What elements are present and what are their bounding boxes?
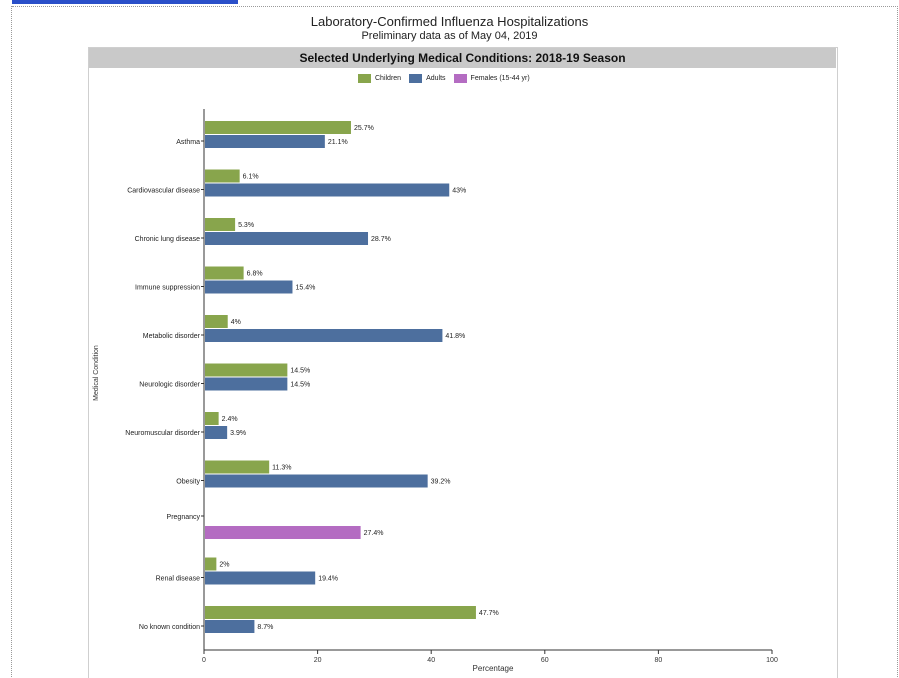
chart-banner: Selected Underlying Medical Conditions: …: [89, 48, 836, 68]
bar-children: [205, 460, 270, 474]
top-link-underline[interactable]: [12, 0, 238, 4]
data-label: 41.8%: [445, 333, 465, 340]
bar-adults: [205, 329, 443, 342]
bar-children: [205, 363, 288, 377]
data-label: 25.7%: [354, 125, 374, 132]
legend-label-females: Females (15-44 yr): [470, 75, 530, 82]
data-label: 11.3%: [272, 465, 291, 472]
bar-adults: [205, 232, 369, 245]
bar-children: [205, 266, 244, 280]
category-label: Pregnancy: [167, 514, 201, 521]
category-label: Renal disease: [156, 576, 200, 583]
x-tick-label: 80: [655, 657, 663, 664]
y-axis-title: Medical Condition: [93, 345, 100, 401]
chart-legend: Children Adults Females (15-44 yr): [358, 74, 538, 83]
frame-border-top: [12, 6, 898, 8]
data-label: 43%: [452, 188, 466, 195]
data-label: 27.4%: [364, 530, 384, 537]
data-label: 6.1%: [243, 174, 259, 181]
data-label: 8.7%: [257, 624, 273, 631]
bar-adults: [205, 426, 228, 439]
category-label: Asthma: [176, 139, 200, 146]
x-tick-label: 20: [314, 657, 322, 664]
data-label: 2.4%: [222, 416, 238, 423]
category-label: Neurologic disorder: [139, 382, 200, 389]
x-tick-label: 60: [541, 657, 549, 664]
category-label: Cardiovascular disease: [127, 188, 200, 195]
legend-label-adults: Adults: [426, 75, 446, 82]
data-label: 3.9%: [230, 430, 246, 437]
category-label: Immune suppression: [135, 285, 200, 292]
data-label: 6.8%: [247, 271, 263, 278]
bar-children: [205, 606, 476, 619]
category-label: Metabolic disorder: [143, 333, 201, 340]
bar-adults: [205, 620, 255, 633]
chart-subtitle: Preliminary data as of May 04, 2019: [361, 30, 538, 42]
bar-children: [205, 557, 217, 571]
bar-children: [205, 169, 240, 183]
bar-adults: [205, 474, 428, 488]
category-label: Obesity: [176, 479, 200, 486]
bar-children: [205, 218, 236, 231]
bar-adults: [205, 280, 293, 294]
x-tick-label: 100: [766, 657, 778, 664]
data-label: 15.4%: [295, 285, 315, 292]
category-label: No known condition: [139, 624, 200, 631]
data-label: 47.7%: [479, 610, 499, 617]
data-label: 4%: [231, 319, 241, 326]
legend-item-children[interactable]: Children: [358, 74, 401, 83]
legend-swatch-females: [453, 74, 467, 83]
data-label: 2%: [219, 562, 229, 569]
category-label: Chronic lung disease: [135, 236, 200, 243]
x-tick-label: 40: [427, 657, 435, 664]
x-axis-title: Percentage: [473, 664, 514, 673]
bar-adults: [205, 135, 325, 148]
bar-children: [205, 412, 219, 425]
bar-adults: [205, 571, 316, 585]
data-label: 19.4%: [318, 576, 338, 583]
legend-item-adults[interactable]: Adults: [409, 74, 446, 83]
data-label: 39.2%: [431, 479, 451, 486]
legend-swatch-adults: [409, 74, 423, 83]
legend-label-children: Children: [375, 75, 402, 82]
legend-swatch-children: [358, 74, 371, 83]
frame-border-left: [11, 6, 13, 677]
bar-children: [205, 121, 351, 134]
x-tick-label: 0: [202, 657, 206, 664]
data-label: 21.1%: [328, 139, 348, 146]
data-label: 28.7%: [371, 236, 391, 243]
frame-border-right: [897, 6, 899, 677]
data-label: 14.5%: [290, 382, 310, 389]
legend-item-females[interactable]: Females (15-44 yr): [453, 74, 530, 83]
data-label: 14.5%: [290, 368, 310, 375]
data-label: 5.3%: [238, 222, 254, 229]
bar-females-15-44-yr: [205, 526, 361, 539]
bar-adults: [205, 377, 288, 391]
bar-children: [205, 315, 228, 328]
bar-adults: [205, 183, 450, 197]
category-label: Neuromuscular disorder: [125, 430, 200, 437]
chart-title: Laboratory-Confirmed Influenza Hospitali…: [310, 14, 589, 29]
